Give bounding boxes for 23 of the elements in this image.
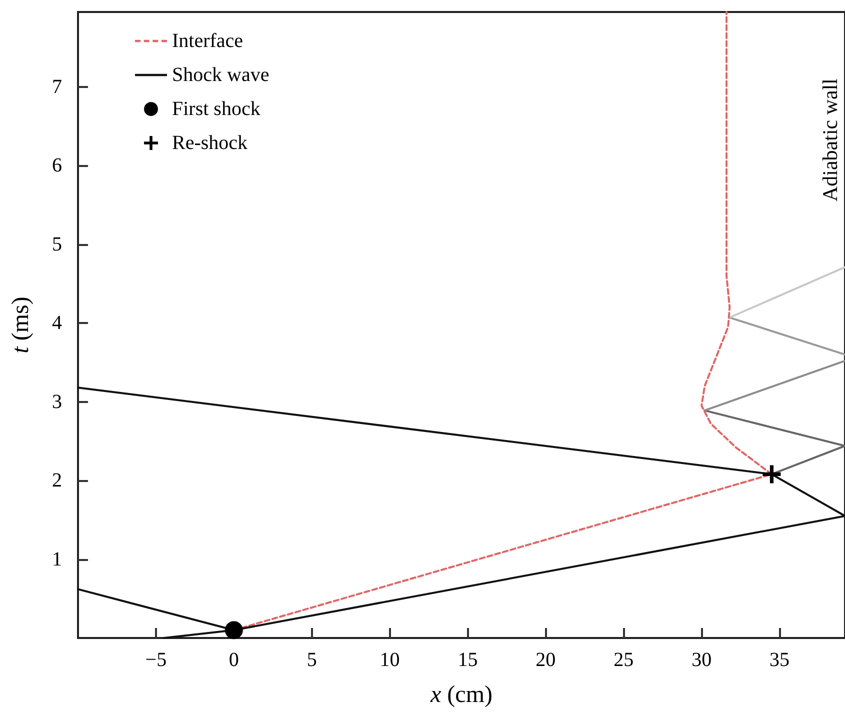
y-tick-label: 1 [52,548,62,570]
legend-label: Re-shock [172,132,248,154]
x-tick-label: 20 [536,649,556,671]
x-tick-label: 30 [692,649,712,671]
x-tick-label: 35 [770,649,790,671]
y-tick-label: 6 [52,154,62,177]
y-tick-label: 7 [52,76,62,98]
legend-label: First shock [172,98,260,120]
annotation: Adiabatic wall [818,78,842,202]
y-tick-label: 5 [52,233,62,256]
x-tick-label: 15 [458,649,478,671]
y-axis-title: t (ms) [8,296,34,354]
x-tick-label: 0 [228,649,239,671]
x-tick-label: 10 [380,649,400,671]
y-tick-label: 4 [52,312,62,334]
x-axis-title: x (cm) [430,682,492,708]
y-tick-label: 3 [52,390,62,413]
legend-label: Shock wave [172,64,270,86]
y-tick-label: 2 [52,470,62,492]
legend-label: Interface [172,30,244,52]
x-tick-label: −5 [145,649,167,671]
x-tick-label: 5 [306,649,317,671]
x-tick-label: 25 [614,649,634,671]
